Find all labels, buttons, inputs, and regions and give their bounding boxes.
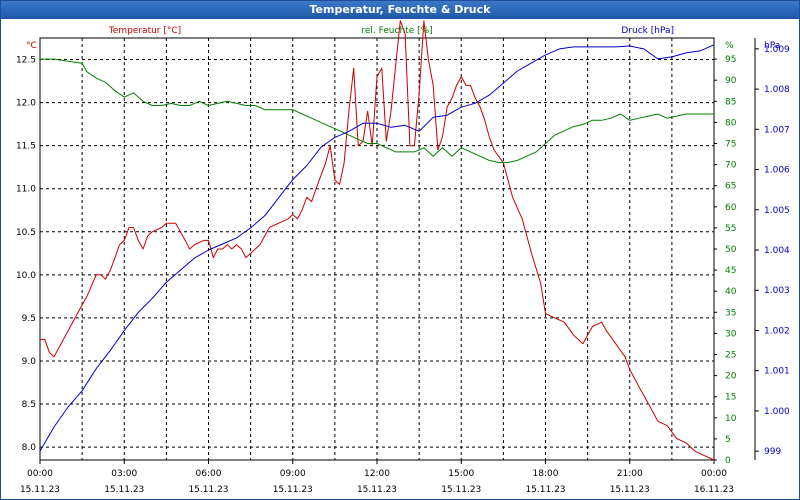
pressure-tick-label: 1.008	[764, 85, 790, 95]
temperature-tick-label: 8.0	[22, 443, 37, 453]
humidity-tick-label: 5	[725, 435, 731, 445]
pressure-tick-label: 1.004	[764, 246, 790, 256]
pressure-tick-label: 1.007	[764, 125, 790, 135]
humidity-tick-label: 40	[725, 287, 737, 297]
x-tick-time: 12:00	[364, 469, 390, 479]
x-tick-date: 15.11.23	[104, 485, 144, 495]
temperature-tick-label: 8.5	[22, 400, 36, 410]
x-tick-time: 00:00	[701, 469, 727, 479]
x-tick-time: 03:00	[111, 469, 137, 479]
humidity-tick-label: 35	[725, 308, 736, 318]
pressure-tick-label: 1.009	[764, 45, 790, 55]
window-title: Temperatur, Feuchte & Druck	[1, 1, 799, 19]
x-tick-time: 06:00	[196, 469, 222, 479]
temperature-tick-label: 12.5	[16, 56, 36, 66]
x-tick-time: 09:00	[280, 469, 306, 479]
x-tick-date: 15.11.23	[273, 485, 313, 495]
humidity-tick-label: 75	[725, 140, 736, 150]
x-tick-time: 15:00	[448, 469, 474, 479]
temperature-unit-label: °C	[26, 41, 37, 51]
x-tick-date: 15.11.23	[357, 485, 397, 495]
pressure-tick-label: 1.006	[764, 166, 790, 176]
x-tick-date: 15.11.23	[525, 485, 565, 495]
temperature-tick-label: 11.5	[16, 142, 36, 152]
series-header-humidity: rel. Feuchte [%]	[361, 26, 432, 36]
x-tick-date: 15.11.23	[188, 485, 228, 495]
pressure-unit-label: hPa	[764, 41, 780, 51]
humidity-tick-label: 30	[725, 329, 737, 339]
x-tick-time: 21:00	[617, 469, 643, 479]
humidity-unit-label: %	[725, 41, 734, 51]
humidity-tick-label: 95	[725, 55, 736, 65]
temperature-line	[40, 20, 715, 461]
series-header-temperature: Temperatur [°C]	[108, 26, 181, 36]
humidity-tick-label: 60	[725, 203, 737, 213]
temperature-tick-label: 11.0	[16, 185, 36, 195]
humidity-tick-label: 70	[725, 161, 737, 171]
humidity-tick-label: 10	[725, 414, 737, 424]
pressure-tick-label: 1.003	[764, 286, 790, 296]
x-tick-time: 00:00	[27, 469, 53, 479]
temperature-tick-label: 10.0	[16, 271, 36, 281]
temperature-tick-label: 12.0	[16, 99, 36, 109]
pressure-tick-label: 1.000	[764, 407, 790, 417]
temperature-tick-label: 9.0	[22, 357, 37, 367]
humidity-tick-label: 65	[725, 182, 736, 192]
humidity-tick-label: 90	[725, 76, 737, 86]
x-tick-date: 16.11.23	[694, 485, 734, 495]
pressure-line	[39, 44, 715, 452]
x-tick-time: 18:00	[533, 469, 559, 479]
x-tick-date: 15.11.23	[441, 485, 481, 495]
x-tick-date: 15.11.23	[20, 485, 60, 495]
humidity-tick-label: 0	[725, 456, 731, 466]
pressure-tick-label: 1.005	[764, 206, 790, 216]
x-tick-date: 15.11.23	[610, 485, 650, 495]
temperature-tick-label: 9.5	[22, 314, 36, 324]
pressure-tick-label: 999	[764, 447, 781, 457]
series-header-pressure: Druck [hPa]	[621, 26, 674, 36]
humidity-tick-label: 25	[725, 351, 736, 361]
humidity-tick-label: 55	[725, 224, 736, 234]
humidity-tick-label: 80	[725, 118, 737, 128]
humidity-tick-label: 50	[725, 245, 737, 255]
pressure-tick-label: 1.001	[764, 367, 790, 377]
humidity-line	[40, 58, 714, 163]
temperature-tick-label: 10.5	[16, 228, 36, 238]
pressure-tick-label: 1.002	[764, 326, 790, 336]
humidity-tick-label: 85	[725, 97, 736, 107]
humidity-tick-label: 15	[725, 393, 736, 403]
humidity-tick-label: 20	[725, 372, 737, 382]
humidity-tick-label: 45	[725, 266, 736, 276]
